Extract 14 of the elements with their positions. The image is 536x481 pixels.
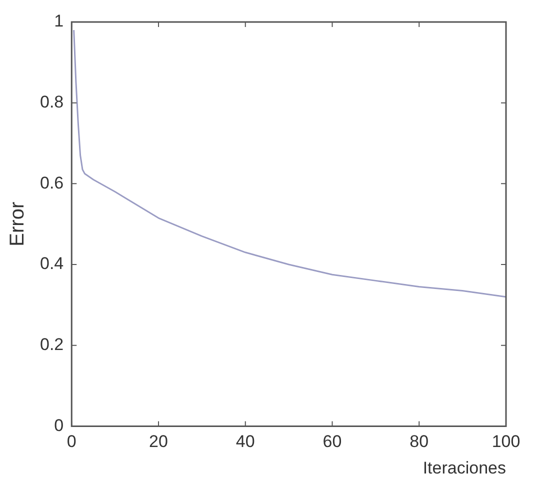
x-tick-label: 0 — [66, 432, 76, 452]
x-tick-label: 20 — [149, 432, 168, 452]
x-tick-label: 80 — [410, 432, 429, 452]
y-tick-label: 0.4 — [40, 254, 64, 274]
x-axis-title: Iteraciones — [422, 458, 506, 478]
x-tick-label: 40 — [236, 432, 255, 452]
y-tick-label: 0.8 — [40, 92, 64, 112]
y-tick-label: 0 — [54, 416, 64, 435]
y-tick-label: 0.6 — [40, 173, 64, 192]
y-tick-label: 0.2 — [40, 335, 64, 354]
y-tick-label: 1 — [54, 12, 64, 31]
x-tick-label: 60 — [322, 432, 342, 452]
x-tick-label: 100 — [492, 432, 520, 452]
y-axis-title: Error — [6, 202, 29, 246]
